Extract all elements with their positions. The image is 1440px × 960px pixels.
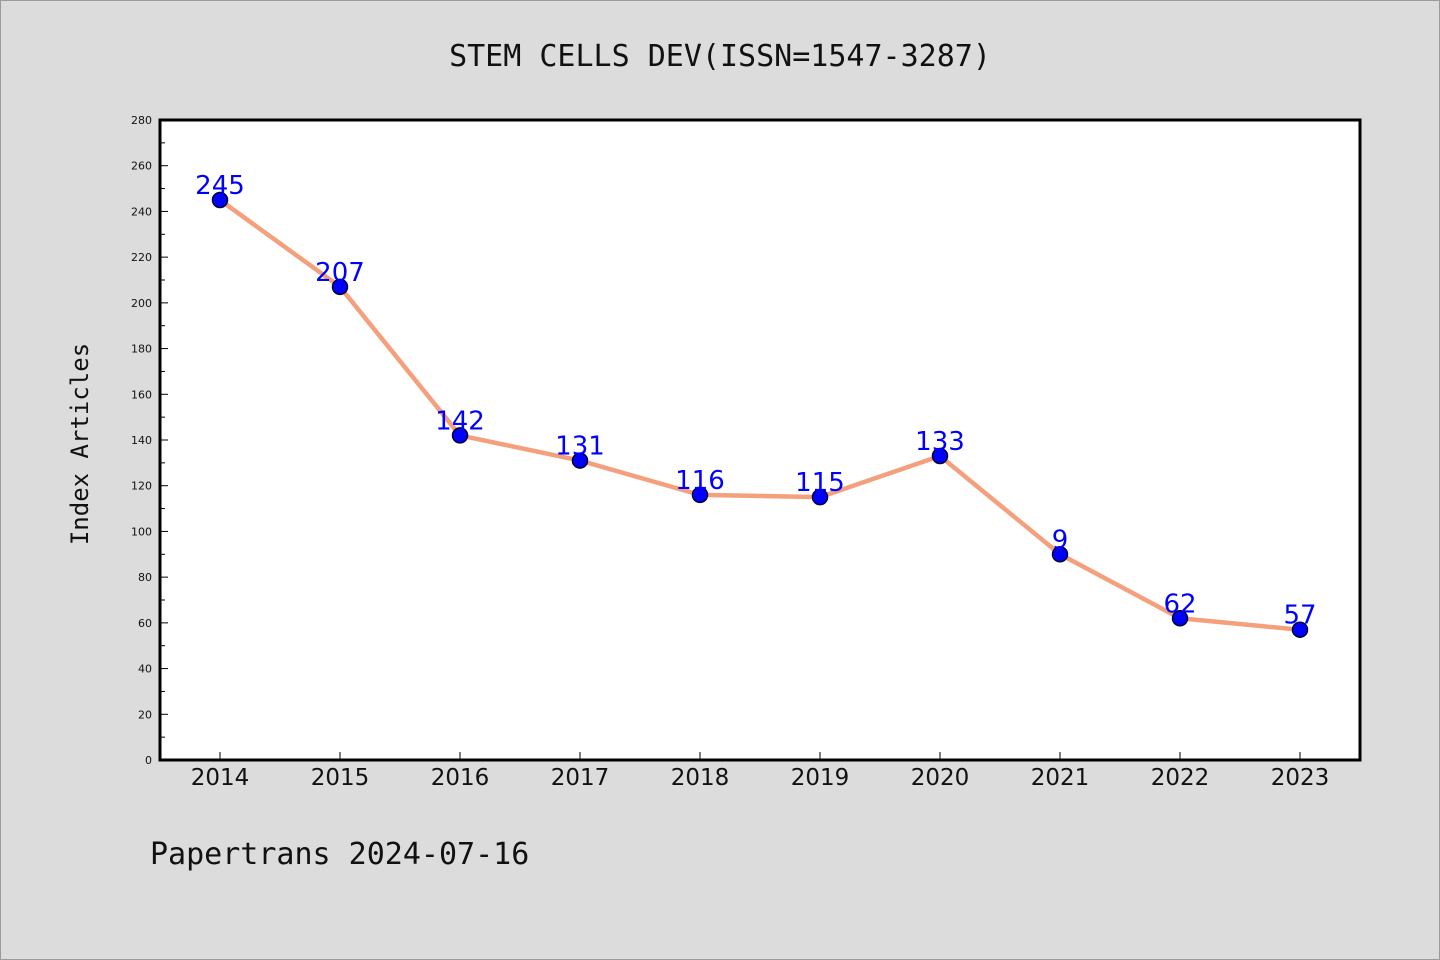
y-axis-label: Index Articles: [66, 343, 94, 545]
y-tick-label: 220: [131, 251, 152, 264]
data-label: 131: [555, 432, 605, 462]
y-tick-label: 180: [131, 343, 152, 356]
data-label: 116: [675, 466, 725, 496]
y-tick-label: 80: [138, 571, 152, 584]
data-point: [571, 452, 589, 469]
x-axis: 2014 2015 2016 2017 2018 2019 2020 2021 2022 2023: [191, 752, 1330, 791]
x-tick-label: 2016: [431, 765, 490, 791]
data-point: [211, 191, 229, 209]
y-tick-label: 140: [131, 434, 152, 447]
footer-credit: Papertrans 2024-07-16: [150, 837, 529, 872]
y-tick-label: 160: [131, 388, 152, 401]
x-tick-label: 2018: [671, 765, 730, 791]
x-tick-label: 2017: [551, 765, 610, 791]
data-label: 133: [915, 427, 965, 457]
x-tick-label: 2015: [311, 765, 370, 791]
y-tick-label: 20: [138, 708, 152, 721]
x-tick-label: 2023: [1271, 765, 1330, 791]
y-tick-label: 200: [131, 297, 152, 310]
series-line: [218, 198, 1301, 632]
plot-border: [158, 118, 1362, 762]
y-axis: 0 20 40 60 80 100 120 140 160 180 200 220 240 260 280: [131, 114, 168, 767]
y-tick-label: 240: [131, 205, 152, 218]
data-label: 142: [435, 406, 485, 436]
data-point: [451, 427, 469, 444]
y-tick-label: 280: [131, 114, 152, 127]
y-tick-label: 120: [131, 480, 152, 493]
y-tick-label: 40: [138, 663, 152, 676]
data-point: [1051, 546, 1069, 563]
y-tick-label: 260: [131, 160, 152, 173]
data-label: 57: [1283, 601, 1316, 631]
data-point: [691, 486, 709, 504]
y-tick-label: 100: [131, 525, 152, 538]
x-tick-label: 2022: [1151, 765, 1210, 791]
x-tick-label: 2019: [791, 765, 850, 791]
chart-title: STEM CELLS DEV(ISSN=1547-3287): [449, 39, 991, 74]
data-labels: 245 207 142 131 116 115 133 9 62 57: [195, 171, 1316, 631]
data-point: [931, 447, 949, 465]
x-tick-label: 2014: [191, 765, 250, 791]
data-markers: [211, 191, 1309, 638]
data-label: 245: [195, 171, 245, 201]
data-label: 62: [1163, 589, 1196, 619]
plot-area: [160, 120, 1360, 760]
y-tick-label: 0: [145, 754, 152, 767]
data-point: [811, 488, 829, 506]
data-label: 115: [795, 468, 845, 498]
y-tick-label: 60: [138, 617, 152, 630]
data-label: 207: [315, 258, 365, 288]
data-label: 9: [1052, 525, 1069, 555]
data-point: [1171, 610, 1189, 627]
data-point: [331, 278, 349, 296]
x-tick-label: 2021: [1031, 765, 1090, 791]
data-point: [1291, 621, 1309, 638]
x-tick-label: 2020: [911, 765, 970, 791]
